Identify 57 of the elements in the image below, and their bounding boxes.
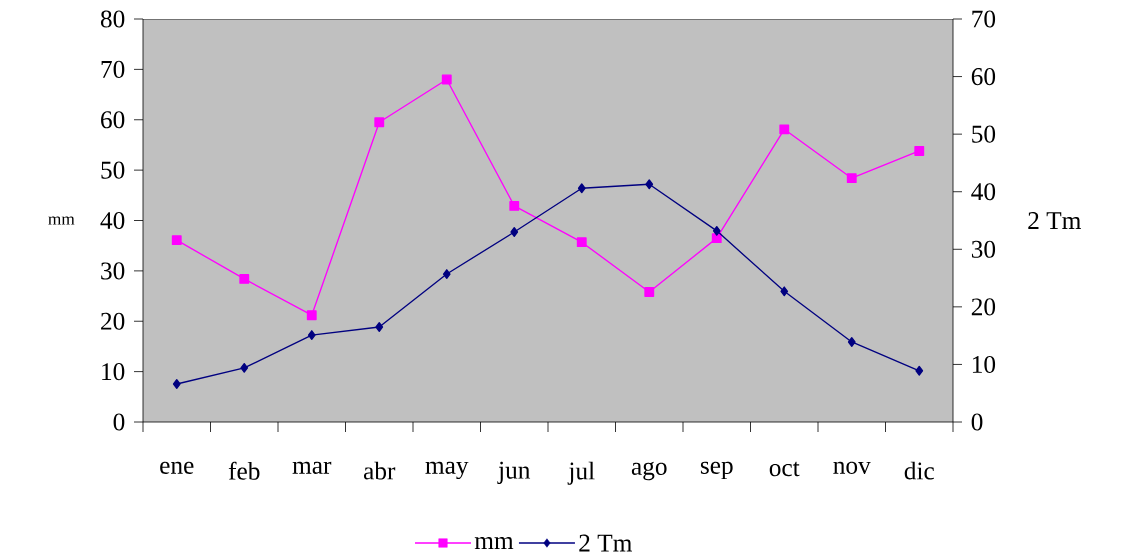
point [442, 269, 451, 279]
point [712, 225, 721, 236]
x-tick-label: nov [833, 461, 871, 474]
x-tick-label: jul [567, 461, 595, 485]
y2-tick-label: 50 [972, 125, 996, 143]
point [915, 365, 924, 376]
y-tick-label: 10 [102, 363, 125, 381]
x-tick-label: abr [363, 461, 396, 480]
x-tick-label: jun [497, 461, 531, 484]
point [375, 322, 384, 332]
y-tick-label: 60 [101, 111, 125, 129]
point [576, 237, 587, 248]
point [240, 362, 249, 373]
y2-axis-title: 2 Tm [1028, 212, 1081, 229]
x-tick-label: oct [769, 461, 800, 477]
point [645, 179, 654, 190]
point [171, 235, 182, 246]
point [239, 274, 250, 284]
y-tick-label: 50 [101, 161, 125, 179]
point [914, 146, 925, 156]
point [172, 379, 181, 389]
x-tick-label: feb [228, 461, 260, 480]
point [441, 74, 452, 85]
x-tick-label: sep [700, 461, 733, 480]
legend-label: mm [474, 537, 514, 549]
x-tick-label: dic [904, 461, 934, 480]
x-tick-label: ene [160, 461, 194, 474]
y2-tick-label: 20 [971, 298, 996, 316]
y-tick-label: 80 [100, 10, 125, 28]
point [711, 233, 722, 244]
x-tick-label: may [425, 461, 469, 480]
point [374, 117, 385, 128]
legend-label: 2 Tm [579, 534, 632, 552]
y-tick-label: 40 [100, 211, 125, 230]
point [509, 200, 520, 211]
y-tick-label: 30 [101, 262, 125, 280]
point [846, 173, 857, 184]
point [779, 124, 790, 135]
y2-tick-label: 60 [971, 68, 996, 86]
point [847, 337, 856, 347]
point [307, 330, 316, 341]
y2-tick-label: 70 [972, 10, 996, 28]
y2-tick-label: 40 [971, 183, 996, 201]
y2-tick-label: 30 [971, 240, 996, 258]
y-tick-label: 70 [101, 60, 125, 78]
point [306, 310, 317, 321]
y-tick-label: 20 [101, 312, 125, 330]
y2-tick-label: 0 [971, 413, 983, 431]
y2-tick-label: 10 [972, 355, 996, 373]
point [577, 183, 586, 194]
point [510, 227, 519, 237]
x-tick-label: ago [631, 461, 667, 481]
x-tick-label: mar [292, 461, 332, 474]
y-axis-title: mm [48, 216, 75, 225]
point [644, 287, 655, 297]
y-tick-label: 0 [113, 413, 125, 431]
point [780, 286, 789, 297]
